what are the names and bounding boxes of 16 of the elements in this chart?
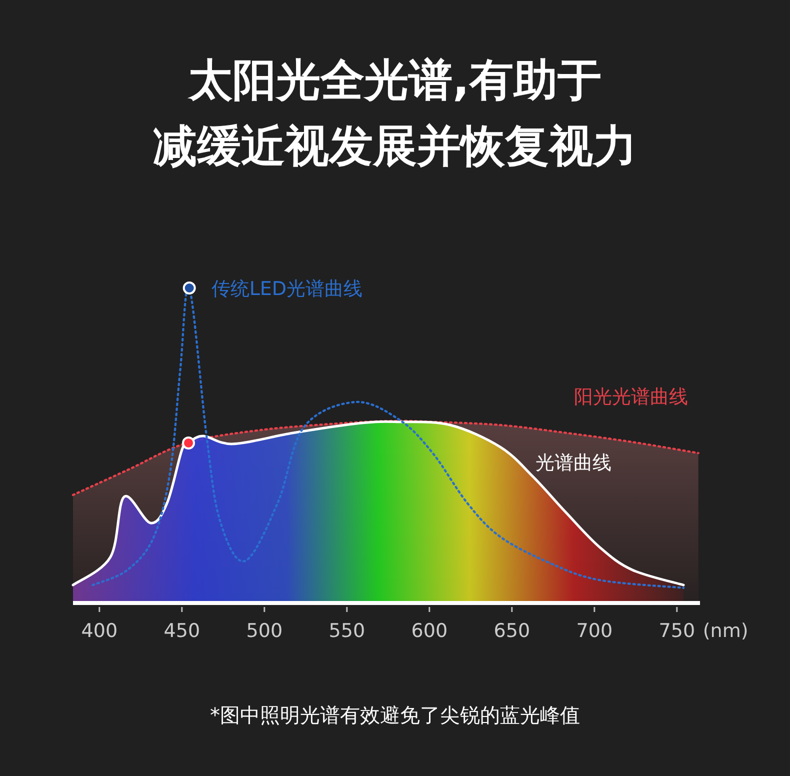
x-tick-label: 550 bbox=[328, 620, 366, 642]
x-tick-label: 450 bbox=[164, 620, 200, 642]
x-tick-label: 750 bbox=[658, 620, 696, 642]
x-tick-label: 650 bbox=[494, 620, 530, 642]
光谱曲线: 光谱曲线 bbox=[72, 420, 685, 603]
series-label: 传统LED光谱曲线 bbox=[211, 278, 363, 300]
chart-title: 太阳光全光谱,有助于 bbox=[186, 55, 602, 106]
x-tick-label: 700 bbox=[576, 620, 613, 642]
x-axis-title: (nm) bbox=[702, 620, 748, 642]
chart-subtitle: 减缓近视发展并恢复视力 bbox=[153, 121, 637, 172]
x-tick-label: 400 bbox=[81, 620, 118, 642]
x-tick-label: 500 bbox=[246, 620, 283, 642]
series-label: 阳光光谱曲线 bbox=[574, 386, 688, 408]
text: *图中照明光谱有效避免了尖锐的蓝光峰值 bbox=[210, 703, 580, 727]
x-tick-label: 600 bbox=[411, 620, 448, 642]
series-label: 光谱曲线 bbox=[535, 452, 612, 474]
